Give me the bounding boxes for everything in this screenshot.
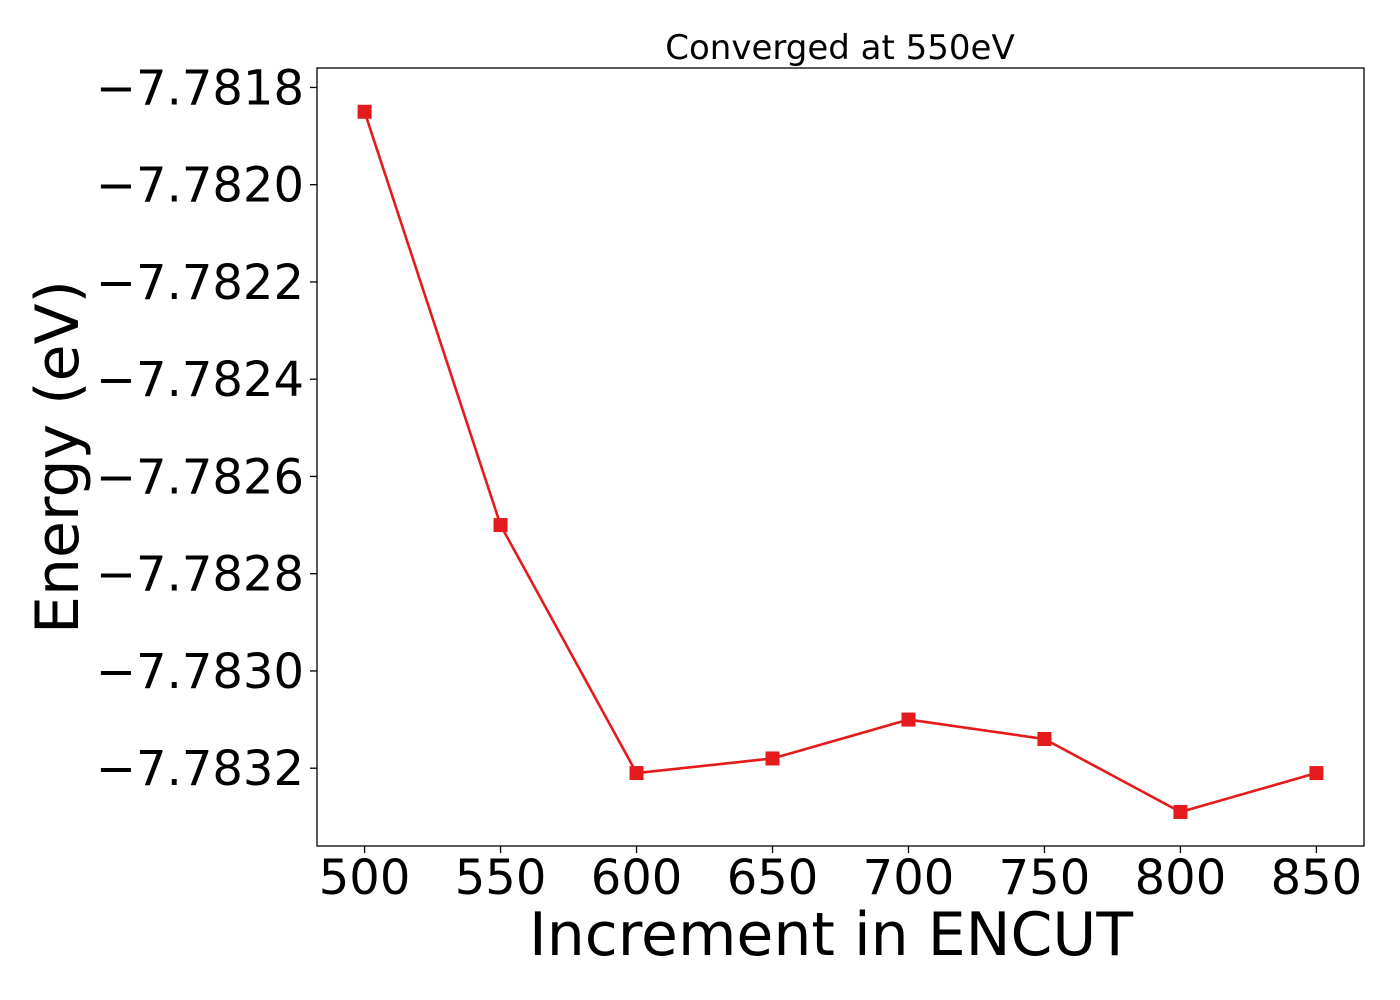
y-tick-label: −7.7828: [96, 547, 304, 603]
data-point-marker: [357, 104, 372, 119]
x-tick-label: 800: [1135, 850, 1227, 906]
y-tick-label: −7.7832: [96, 741, 304, 797]
x-tick-label: 600: [591, 850, 683, 906]
x-tick-label: 650: [727, 850, 819, 906]
y-tick-label: −7.7824: [96, 352, 304, 408]
series-line-0: [363, 111, 1317, 814]
x-tick-label: 850: [1271, 850, 1363, 906]
data-point-marker: [1309, 766, 1324, 781]
y-tick-label: −7.7818: [96, 60, 304, 116]
x-tick-label: 550: [455, 850, 547, 906]
data-point-marker: [1173, 804, 1188, 819]
data-point-marker: [1037, 732, 1052, 747]
chart-title: Converged at 550eV: [665, 28, 1014, 68]
data-point-marker: [629, 766, 644, 781]
data-point-marker: [765, 751, 780, 766]
y-tick-label: −7.7830: [96, 644, 304, 700]
y-tick-label: −7.7826: [96, 449, 304, 505]
y-tick-label: −7.7820: [96, 158, 304, 214]
x-tick-label: 500: [319, 850, 411, 906]
data-point-marker: [901, 712, 916, 727]
x-axis-label: Increment in ENCUT: [529, 900, 1133, 970]
y-axis-label: Energy (eV): [23, 280, 93, 634]
x-tick-label: 750: [999, 850, 1091, 906]
plot-frame: [316, 67, 1365, 847]
y-tick-label: −7.7822: [96, 255, 304, 311]
plot-area: 500 550 600 650 700 750 800 850 −7.7818 −7.7820 −7…: [96, 60, 1365, 906]
data-point-marker: [493, 518, 508, 533]
x-tick-label: 700: [863, 850, 955, 906]
